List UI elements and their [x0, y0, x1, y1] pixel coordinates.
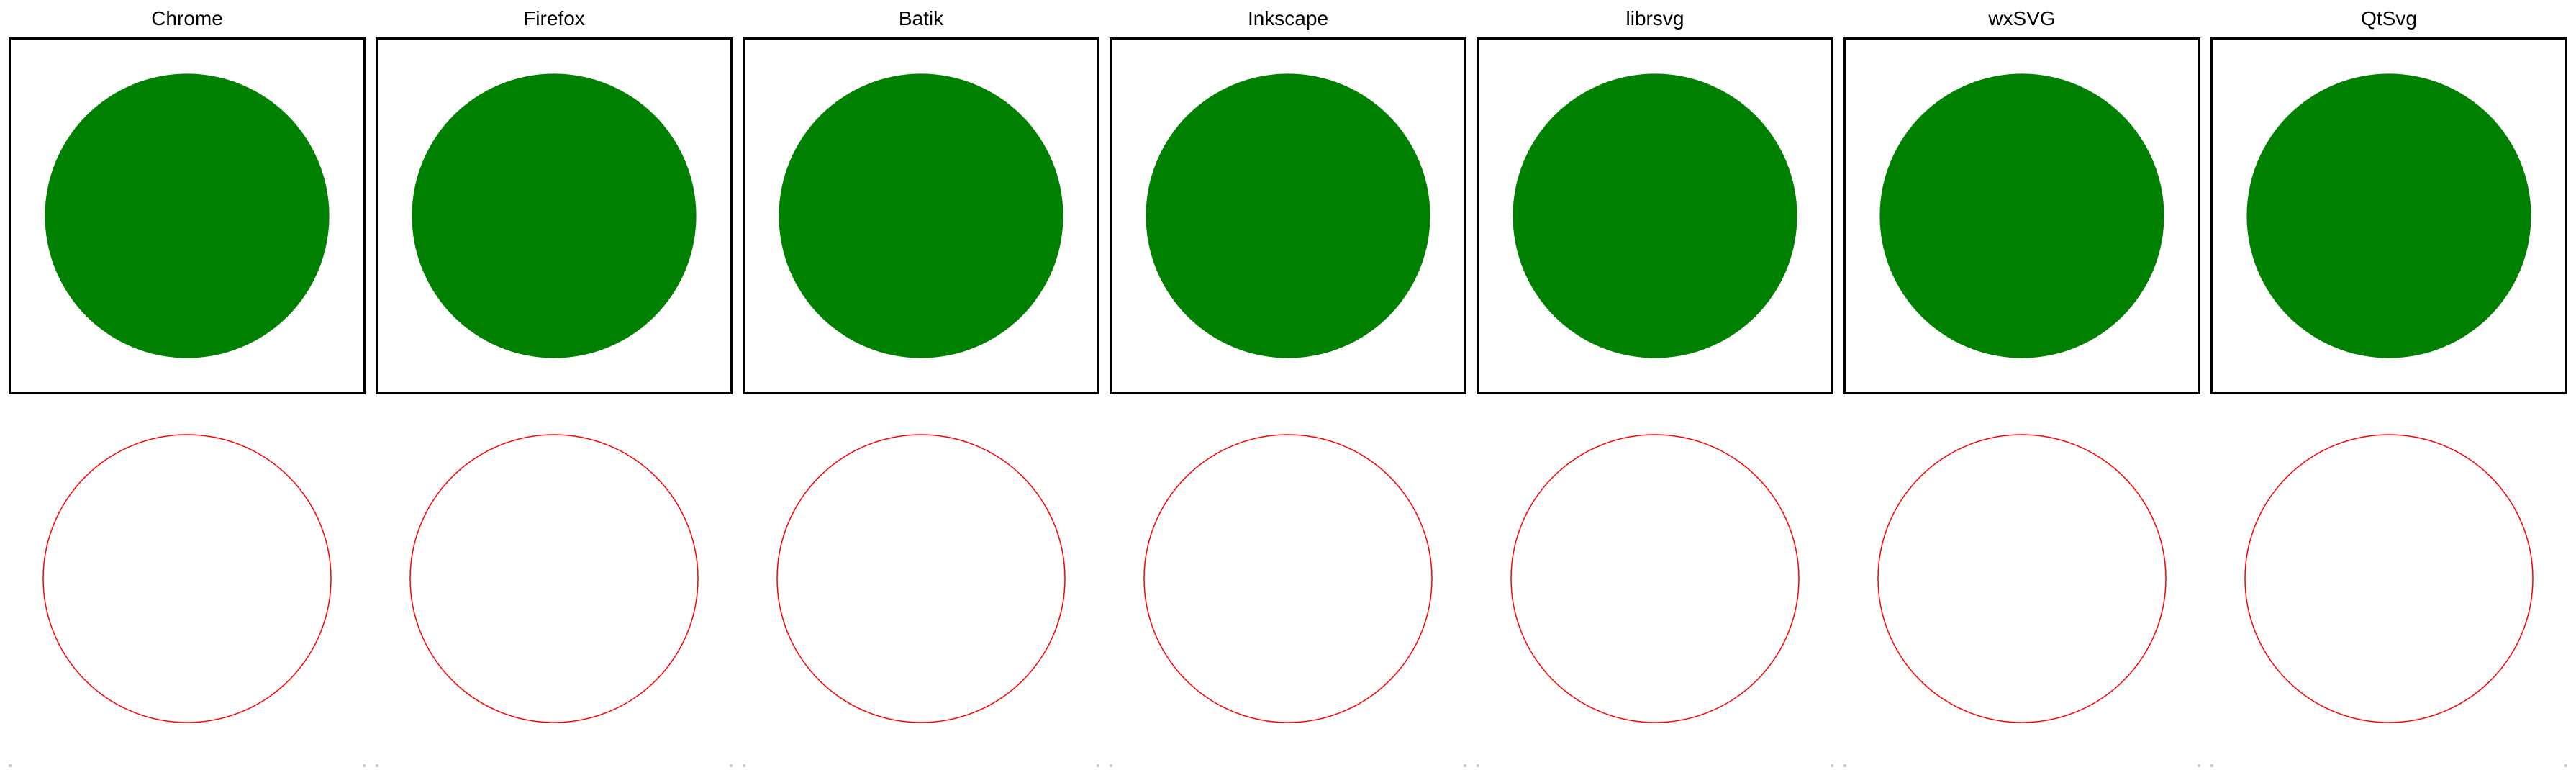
renderer-title: Chrome [151, 7, 223, 30]
reference-output [2244, 434, 2534, 723]
renderer-column-inkscape: Inkscape [1110, 0, 1466, 770]
corner-mark-right [730, 764, 733, 767]
corner-marks [2210, 763, 2567, 769]
reference-area [9, 400, 366, 757]
render-frame [1110, 37, 1466, 394]
corner-marks [9, 763, 366, 769]
reference-area [1843, 400, 2200, 757]
reference-output [42, 434, 332, 723]
reference-output [1510, 434, 1800, 723]
render-frame [743, 37, 1099, 394]
rendered-output [779, 73, 1063, 358]
reference-output [1877, 434, 2167, 723]
renderer-column-qtsvg: QtSvg [2210, 0, 2567, 770]
renderer-title: Batik [898, 7, 944, 30]
render-frame [1843, 37, 2200, 394]
corner-mark-left [1110, 764, 1112, 767]
rendered-green-circle [2246, 73, 2531, 358]
reference-red-circle-outline [409, 434, 699, 723]
renderer-title: QtSvg [2361, 7, 2417, 30]
render-frame [1477, 37, 1833, 394]
corner-mark-right [363, 764, 366, 767]
rendered-green-circle [1513, 73, 1797, 358]
reference-area [1110, 400, 1466, 757]
corner-marks [376, 763, 733, 769]
rendered-green-circle [45, 73, 330, 358]
corner-mark-left [9, 764, 12, 767]
corner-mark-left [743, 764, 745, 767]
renderer-title: librsvg [1625, 7, 1684, 30]
corner-mark-left [1843, 764, 1846, 767]
renderer-column-batik: Batik [743, 0, 1099, 770]
corner-mark-right [2564, 764, 2567, 767]
rendered-green-circle [1879, 73, 2164, 358]
renderer-title: Firefox [523, 7, 585, 30]
rendered-output [1513, 73, 1797, 358]
reference-red-circle-outline [2244, 434, 2534, 723]
corner-mark-right [2198, 764, 2200, 767]
reference-red-circle-outline [1510, 434, 1800, 723]
corner-mark-right [1464, 764, 1466, 767]
corner-marks [1843, 763, 2200, 769]
corner-marks [743, 763, 1099, 769]
reference-area [1477, 400, 1833, 757]
reference-red-circle-outline [1877, 434, 2167, 723]
reference-red-circle-outline [1143, 434, 1433, 723]
corner-mark-right [1831, 764, 1833, 767]
rendered-green-circle [412, 73, 697, 358]
corner-marks [1477, 763, 1833, 769]
render-frame [376, 37, 733, 394]
corner-marks [1110, 763, 1466, 769]
reference-area [743, 400, 1099, 757]
rendered-output [2246, 73, 2531, 358]
corner-mark-left [376, 764, 378, 767]
reference-output [1143, 434, 1433, 723]
reference-area [376, 400, 733, 757]
renderer-column-wxsvg: wxSVG [1843, 0, 2200, 770]
renderer-column-chrome: Chrome [9, 0, 366, 770]
renderer-column-librsvg: librsvg [1477, 0, 1833, 770]
renderer-title: Inkscape [1247, 7, 1329, 30]
corner-mark-left [2210, 764, 2213, 767]
rendered-output [412, 73, 697, 358]
reference-red-circle-outline [776, 434, 1066, 723]
rendered-output [1879, 73, 2164, 358]
reference-area [2210, 400, 2567, 757]
rendered-output [1146, 73, 1430, 358]
rendered-green-circle [779, 73, 1063, 358]
renderer-column-firefox: Firefox [376, 0, 733, 770]
render-frame [2210, 37, 2567, 394]
corner-mark-left [1477, 764, 1479, 767]
renderer-title: wxSVG [1988, 7, 2056, 30]
render-frame [9, 37, 366, 394]
corner-mark-right [1097, 764, 1099, 767]
reference-red-circle-outline [42, 434, 332, 723]
reference-output [776, 434, 1066, 723]
rendered-output [45, 73, 330, 358]
rendered-green-circle [1146, 73, 1430, 358]
reference-output [409, 434, 699, 723]
